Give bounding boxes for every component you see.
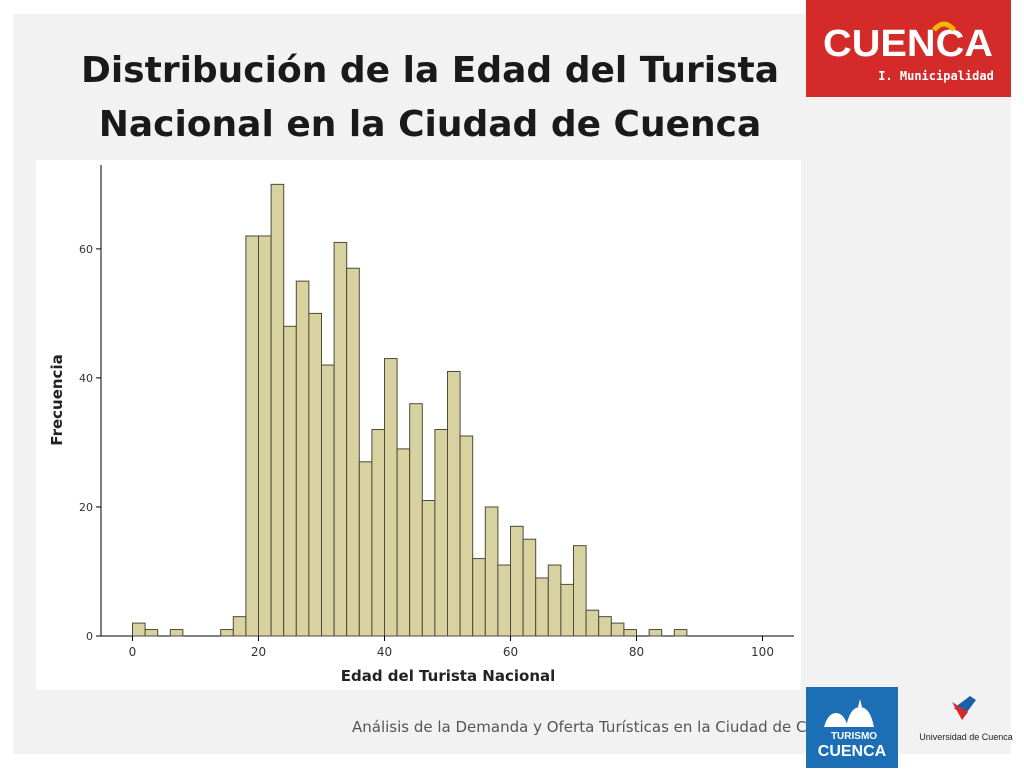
histogram-bar: [535, 577, 549, 637]
histogram-bar: [308, 312, 322, 637]
x-tick-label: 80: [629, 645, 644, 659]
histogram-bar: [421, 500, 436, 637]
histogram-bar: [144, 629, 159, 637]
histogram-bar: [371, 429, 385, 637]
histogram-panel: 0 20 40 60 80 100 0 20 40 60 Edad del Turista Na…: [36, 160, 801, 690]
footer-caption: Análisis de la Demanda y Oferta Turístic…: [352, 718, 853, 736]
histogram-bar: [258, 235, 272, 637]
universidad-cuenca-logo: Universidad de Cuenca: [918, 690, 1014, 750]
y-tick-label: 60: [79, 243, 93, 256]
histogram-bar: [396, 448, 411, 637]
histogram-bar: [220, 629, 234, 637]
histogram-bar: [434, 429, 448, 637]
histogram-bar: [598, 616, 612, 637]
histogram-bar: [295, 280, 310, 637]
histogram-bar: [522, 538, 537, 637]
histogram-bar: [648, 629, 663, 637]
cathedral-domes-icon: [824, 699, 874, 727]
histogram-bar: [283, 325, 297, 637]
histogram-bar: [447, 370, 461, 637]
histogram-bar: [510, 525, 524, 637]
histogram-bar: [673, 629, 688, 637]
slide-title: Distribución de la Edad del Turista Naci…: [60, 44, 800, 152]
turismo-label: TURISMO: [831, 731, 877, 742]
histogram-bar: [472, 558, 486, 637]
x-tick-label: 40: [377, 645, 392, 659]
histogram-bar: [573, 545, 587, 637]
histogram-chart: 0 20 40 60 80 100 0 20 40 60 Edad del Turista Na…: [48, 165, 794, 685]
histogram-bar: [321, 364, 335, 637]
histogram-bar: [547, 564, 562, 637]
y-tick-label: 20: [79, 501, 93, 514]
histogram-bar: [270, 183, 285, 637]
fundacion-turismo-cuenca-logo: TURISMO CUENCA: [806, 687, 898, 768]
histogram-bar: [232, 616, 247, 637]
y-tick-label: 0: [86, 630, 93, 643]
x-tick-label: 0: [129, 645, 137, 659]
histogram-bar: [346, 267, 360, 637]
histogram-bar: [333, 241, 348, 637]
histogram-bar: [384, 358, 398, 637]
histogram-bar: [610, 622, 625, 637]
y-tick-label: 40: [79, 372, 93, 385]
x-tick-label: 60: [503, 645, 518, 659]
histogram-bar: [497, 564, 511, 637]
y-axis-label: Frecuencia: [48, 354, 66, 445]
histogram-bar: [623, 629, 638, 637]
universidad-emblem-accent: [952, 702, 968, 720]
histogram-bar: [484, 506, 499, 637]
universidad-label: Universidad de Cuenca: [919, 732, 1013, 742]
municipalidad-cuenca-logo: CUENCA I. Municipalidad: [806, 0, 1011, 97]
x-tick-label: 100: [751, 645, 774, 659]
cuenca-subtitle: I. Municipalidad: [878, 69, 994, 83]
x-axis-label: Edad del Turista Nacional: [341, 667, 556, 685]
histogram-bar: [245, 235, 259, 637]
title-line-2: Nacional en la Ciudad de Cuenca: [98, 104, 762, 145]
histogram-bar: [560, 583, 575, 637]
title-line-1: Distribución de la Edad del Turista: [80, 50, 780, 91]
histogram-bar: [169, 629, 184, 637]
cuenca-wordmark: CUENCA: [823, 23, 993, 65]
histogram-bar: [132, 622, 146, 637]
histogram-bar: [358, 461, 373, 637]
x-tick-label: 20: [251, 645, 266, 659]
turismo-cuenca-wordmark: CUENCA: [818, 743, 887, 760]
cuenca-arch-icon: [932, 21, 956, 32]
histogram-bar: [585, 609, 600, 637]
histogram-bar: [459, 435, 474, 637]
histogram-bar: [409, 403, 423, 637]
